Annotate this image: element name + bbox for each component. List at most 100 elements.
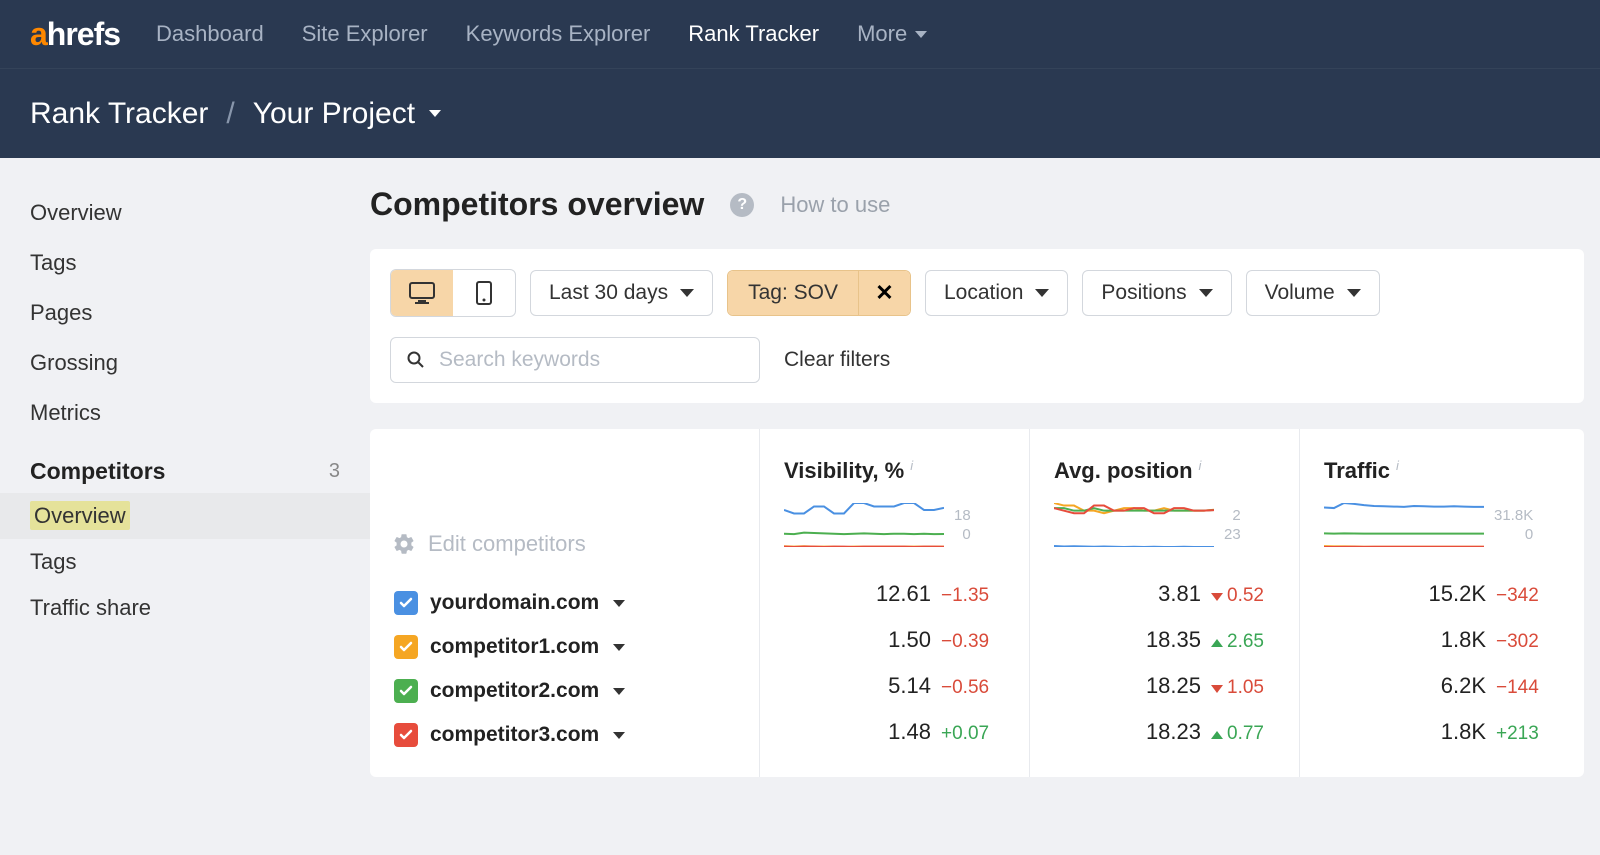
metric-delta: 0.52 [1211,585,1275,607]
breadcrumb-project[interactable]: Your Project [253,97,441,131]
nav-more[interactable]: More [857,21,927,47]
avg-position-label: Avg. position [1054,458,1193,484]
volume-filter[interactable]: Volume [1246,270,1380,316]
search-input[interactable] [439,348,743,372]
traffic-header[interactable]: Traffic i [1324,457,1560,485]
tag-filter-remove[interactable]: ✕ [858,271,910,315]
metric-row: 1.50 −0.39 [784,617,1005,663]
traffic-sparkline [1324,503,1484,547]
metric-row: 5.14 −0.56 [784,663,1005,709]
arrow-down-icon [1211,685,1223,693]
domain-checkbox[interactable] [394,635,418,659]
metric-row: 18.23 0.77 [1054,709,1275,755]
vis-max: 18 [954,506,971,526]
chevron-down-icon [1035,289,1049,297]
domain-checkbox[interactable] [394,723,418,747]
breadcrumb: Rank Tracker / Your Project [0,68,1600,158]
date-range-label: Last 30 days [549,281,668,305]
logo-a: a [30,16,47,52]
gear-icon [394,534,414,554]
domain-checkbox[interactable] [394,591,418,615]
sidebar: Overview Tags Pages Grossing Metrics Com… [0,158,370,855]
date-range-filter[interactable]: Last 30 days [530,270,713,316]
visibility-column: Visibility, % i 180 12.61 −1.35 1.50 −0.… [760,429,1030,777]
positions-filter[interactable]: Positions [1082,270,1231,316]
traffic-column: Traffic i 31.8K0 15.2K −342 1.8K −302 6.… [1300,429,1584,777]
avg-position-sparkline [1054,503,1214,547]
domain-name: yourdomain.com [430,591,599,615]
edit-competitors-label: Edit competitors [428,531,586,557]
sidebar-sub-overview-label: Overview [30,501,130,530]
metric-value: 5.14 [867,673,931,699]
sidebar-item-pages[interactable]: Pages [30,288,370,338]
metric-delta: 2.65 [1211,631,1275,653]
info-icon: i [910,458,913,473]
search-keywords-box [390,337,760,383]
sidebar-item-tags[interactable]: Tags [30,238,370,288]
metric-row: 15.2K −342 [1324,571,1560,617]
mobile-icon [476,281,492,305]
metric-value: 6.2K [1422,673,1486,699]
sidebar-item-metrics[interactable]: Metrics [30,388,370,438]
device-mobile-button[interactable] [453,270,515,316]
metric-delta: 1.05 [1211,677,1275,699]
metric-delta: −342 [1496,585,1560,607]
sidebar-sub-traffic-share[interactable]: Traffic share [0,585,370,631]
metric-value: 1.8K [1422,627,1486,653]
tag-filter-label[interactable]: Tag: SOV [728,271,858,315]
help-icon[interactable]: ? [730,193,754,217]
breadcrumb-root[interactable]: Rank Tracker [30,97,208,131]
metric-value: 18.35 [1137,627,1201,653]
sidebar-item-grossing[interactable]: Grossing [30,338,370,388]
page-title: Competitors overview [370,186,704,223]
traffic-label: Traffic [1324,458,1390,484]
avg-position-header[interactable]: Avg. position i [1054,457,1275,485]
metric-row: 1.8K −302 [1324,617,1560,663]
page-title-row: Competitors overview ? How to use [370,186,1584,223]
edit-competitors-link[interactable]: Edit competitors [394,531,735,557]
metric-delta: 0.77 [1211,723,1275,745]
metric-delta: −302 [1496,631,1560,653]
avg-position-column: Avg. position i 223 3.81 0.52 18.35 2.65… [1030,429,1300,777]
sidebar-item-overview[interactable]: Overview [30,188,370,238]
sidebar-sub-tags[interactable]: Tags [0,539,370,585]
nav-rank-tracker[interactable]: Rank Tracker [688,21,819,47]
how-to-use-link[interactable]: How to use [780,192,890,218]
chevron-down-icon [429,110,441,117]
metric-row: 18.35 2.65 [1054,617,1275,663]
positions-label: Positions [1101,281,1186,305]
metric-value: 1.8K [1422,719,1486,745]
domain-checkbox[interactable] [394,679,418,703]
nav-site-explorer[interactable]: Site Explorer [302,21,428,47]
nav-keywords-explorer[interactable]: Keywords Explorer [466,21,651,47]
nav-links: Dashboard Site Explorer Keywords Explore… [156,21,927,47]
domain-row[interactable]: yourdomain.com [394,581,735,625]
domain-row[interactable]: competitor1.com [394,625,735,669]
device-desktop-button[interactable] [391,270,453,316]
metric-value: 15.2K [1422,581,1486,607]
location-filter[interactable]: Location [925,270,1068,316]
main-content: Competitors overview ? How to use Last 3… [370,158,1600,855]
chevron-down-icon [613,688,625,695]
sidebar-sub-overview[interactable]: Overview [0,493,370,539]
metric-row: 1.48 +0.07 [784,709,1005,755]
visibility-label: Visibility, % [784,458,904,484]
info-icon: i [1199,458,1202,473]
sidebar-section-competitors: Competitors 3 [30,438,370,493]
logo-rest: hrefs [47,16,120,52]
metric-delta: −1.35 [941,585,1005,607]
domain-row[interactable]: competitor3.com [394,713,735,757]
clear-filters-link[interactable]: Clear filters [784,348,890,372]
logo[interactable]: ahrefs [30,16,120,53]
domain-row[interactable]: competitor2.com [394,669,735,713]
top-nav: ahrefs Dashboard Site Explorer Keywords … [0,0,1600,68]
metric-value: 18.25 [1137,673,1201,699]
traf-min: 0 [1494,525,1533,545]
visibility-sparkline [784,503,944,547]
chevron-down-icon [1199,289,1213,297]
device-toggle [390,269,516,317]
metric-delta: +0.07 [941,723,1005,745]
location-label: Location [944,281,1023,305]
nav-dashboard[interactable]: Dashboard [156,21,264,47]
visibility-header[interactable]: Visibility, % i [784,457,1005,485]
